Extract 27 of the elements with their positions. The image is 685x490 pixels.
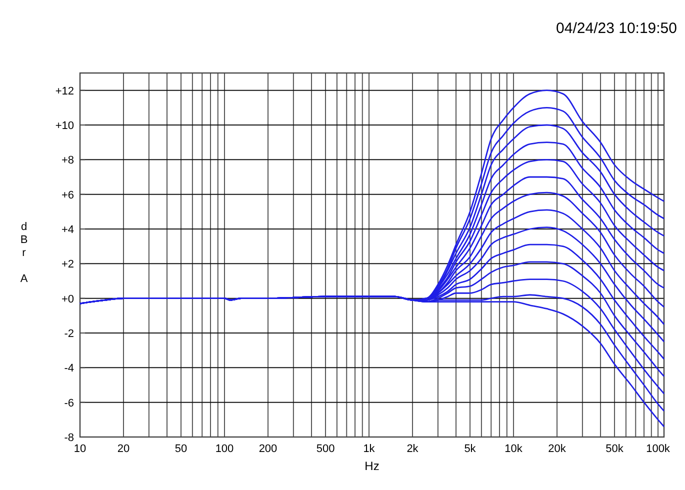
x-tick-label: 5k [464,443,476,455]
y-tick-label: +6 [61,189,74,202]
y-tick-label: -6 [64,397,74,410]
y-tick-label: +12 [55,85,74,98]
x-tick-label: 10 [74,443,86,455]
x-tick-label: 100k [646,443,670,455]
x-tick-label: 50 [174,443,188,455]
y-tick-label: +8 [61,154,74,167]
y-tick-label: +4 [61,224,74,236]
x-tick-label: 50k [606,443,624,455]
text: 04/24/23 10:19:50 [556,20,677,37]
x-tick-label: 10k [504,443,523,455]
x-tick-label: 200 [258,443,278,455]
y-tick-label: -2 [64,328,74,340]
x-tick-label: 100 [215,443,234,455]
x-tick-label: 500 [316,443,335,455]
x-tick-label: 2k [406,443,419,455]
x-tick-label: 20k [548,443,566,455]
y-tick-label: +2 [61,258,74,271]
x-tick-label: 20 [117,443,130,455]
x-axis-title: Hz [364,459,380,473]
y-tick-label: -8 [64,432,74,444]
x-tick-label: 1k [363,443,376,455]
text: dBr A [20,221,28,285]
y-tick-label: +10 [55,120,74,132]
y-tick-label: -4 [64,362,74,375]
y-tick-label: +0 [61,293,74,306]
